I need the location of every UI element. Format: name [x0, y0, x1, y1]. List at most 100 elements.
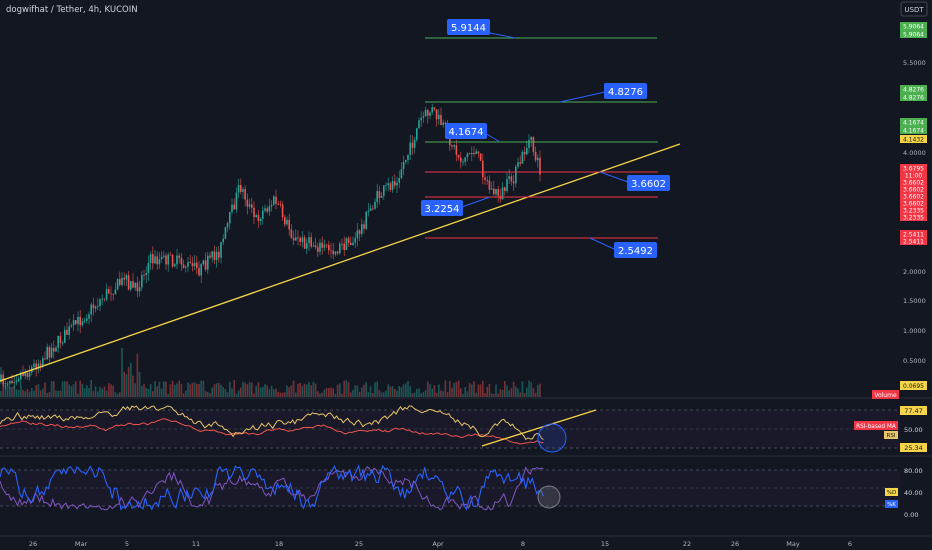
volume-bar — [347, 382, 350, 397]
rsi-badge: RSI — [887, 433, 896, 439]
stoch-highlight-circle[interactable] — [537, 485, 561, 509]
volume-bar — [39, 390, 42, 397]
candle-body — [468, 153, 471, 155]
callout-3-2254[interactable]: 3.2254 — [421, 200, 463, 216]
volume-bar — [70, 386, 73, 397]
volume-bar — [125, 374, 128, 397]
candle-body — [77, 316, 79, 325]
volume-bar — [418, 388, 420, 397]
candle-body — [237, 184, 240, 193]
callout-5-9144[interactable]: 5.9144 — [447, 19, 490, 35]
candle-body — [50, 347, 53, 358]
candle-body — [167, 254, 169, 265]
candle-body — [301, 237, 304, 242]
candle-body — [125, 275, 128, 280]
volume-bar — [86, 385, 88, 397]
currency-button[interactable]: USDT — [900, 1, 928, 17]
candle-body — [281, 204, 284, 218]
volume-bar — [202, 380, 205, 397]
candle-body — [532, 137, 535, 152]
volume-bar — [185, 390, 187, 397]
volume-bar — [356, 385, 359, 397]
candle-body — [75, 320, 77, 325]
candle-body — [55, 347, 57, 352]
volume-bar — [323, 389, 326, 397]
candle-body — [466, 153, 469, 158]
candle-body — [457, 154, 460, 158]
volume-bar — [268, 389, 271, 397]
volume-bar — [374, 382, 376, 397]
callout-connector — [559, 91, 606, 103]
candle-body — [39, 363, 42, 366]
volume-bar — [501, 389, 504, 397]
candle-body — [462, 161, 464, 163]
price-badge-label: 4.8276 — [903, 87, 924, 94]
rsi-highlight-circle[interactable] — [537, 423, 567, 453]
volume-label: Volume — [874, 392, 897, 399]
volume-bar — [400, 387, 403, 397]
candles — [0, 103, 541, 390]
price-badge — [900, 192, 927, 200]
volume-bar — [539, 383, 541, 397]
candle-body — [169, 254, 172, 256]
candle-body — [248, 204, 251, 207]
rsi-line — [0, 405, 544, 441]
volume-bar — [158, 381, 161, 397]
candle-body — [26, 372, 29, 377]
volume-bar — [114, 392, 117, 397]
volume-bar — [224, 389, 227, 397]
volume-bars — [0, 347, 541, 397]
candle-body — [339, 243, 341, 254]
candle-body — [48, 346, 51, 358]
volume-bar — [319, 393, 321, 397]
price-badge-label: 3.2335 — [903, 215, 924, 222]
volume-bar — [81, 383, 84, 397]
volume-bar — [407, 381, 409, 397]
candle-body — [471, 153, 473, 155]
price-badge — [900, 206, 927, 214]
candle-body — [105, 289, 108, 300]
candle-body — [35, 363, 37, 370]
volume-bar — [284, 392, 286, 397]
volume-bar — [431, 388, 433, 397]
time-tick-label: 6 — [848, 540, 852, 548]
candle-body — [156, 256, 158, 265]
callout-3-6602[interactable]: 3.6602 — [627, 175, 670, 191]
callout-4-1674[interactable]: 4.1674 — [445, 123, 487, 139]
volume-bar — [363, 384, 365, 397]
callout-4-8276[interactable]: 4.8276 — [604, 83, 647, 99]
time-axis[interactable]: 26 Mar 5 11 18 25 Apr 8 15 22 26 May 6 — [29, 540, 852, 548]
stoch-d-badge: %D — [887, 490, 896, 496]
price-badge-label: 5.9064 — [903, 32, 924, 39]
candle-body — [83, 320, 86, 322]
volume-bar — [279, 392, 282, 397]
time-tick-label: 18 — [275, 540, 283, 548]
candle-body — [224, 227, 227, 239]
volume-bar — [246, 384, 249, 397]
volume-bar — [44, 382, 46, 397]
candle-body — [174, 264, 176, 267]
volume-bar — [378, 390, 381, 397]
price-badge-label: 4.1674 — [903, 120, 924, 127]
candle-body — [244, 189, 246, 200]
volume-bar — [297, 383, 299, 397]
rsi-trendline[interactable] — [481, 409, 597, 447]
candle-body — [409, 142, 411, 155]
trendline[interactable] — [0, 143, 681, 382]
callout-2-5492[interactable]: 2.5492 — [614, 242, 657, 258]
candle-body — [477, 151, 480, 154]
candle-body — [288, 219, 290, 230]
volume-bar — [193, 382, 196, 397]
callout-label: 5.9144 — [451, 23, 486, 34]
candle-body — [6, 383, 9, 385]
candle-body — [165, 255, 167, 265]
volume-bar — [259, 387, 262, 397]
price-tick-label: 4.0000 — [903, 149, 926, 157]
candle-body — [123, 277, 125, 280]
rsi-ma-badge: RSI-based MA — [856, 424, 896, 430]
candle-body — [433, 107, 436, 110]
volume-bar — [57, 390, 59, 397]
volume-bar — [4, 385, 7, 397]
rsi-ma-line — [0, 418, 544, 445]
